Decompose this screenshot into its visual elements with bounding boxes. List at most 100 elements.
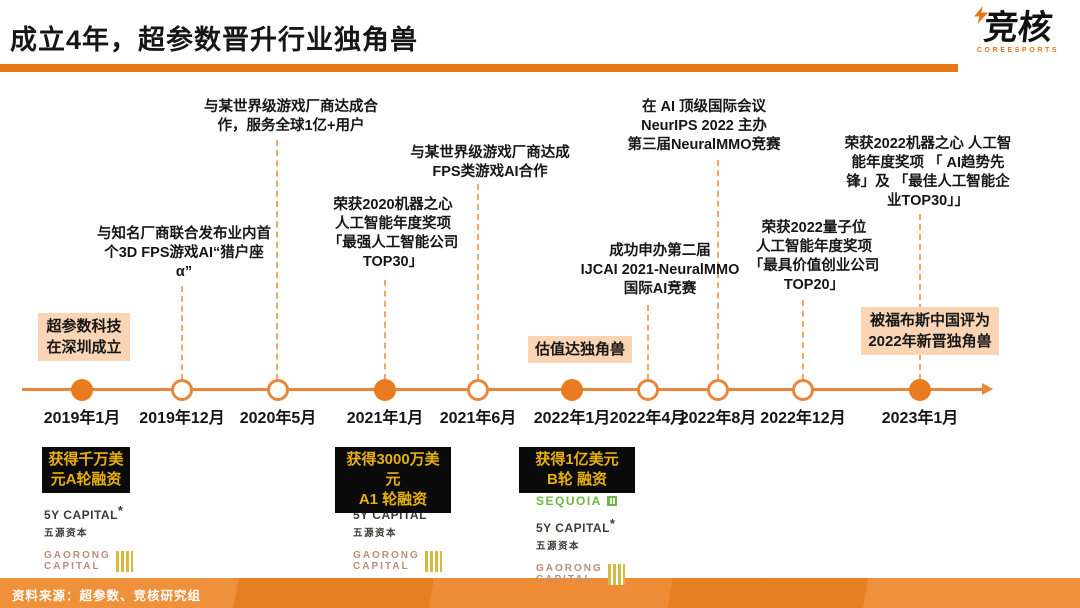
note-line: TOP30」 (362, 254, 424, 270)
source-note: 资料来源：超参数、竞核研究组 (12, 589, 202, 603)
timeline-node (792, 379, 814, 401)
timeline-date-label: 2019年1月 (43, 410, 121, 427)
brand-logo-text: 竞核 (982, 9, 1054, 47)
gaorong-capital-logo: GAORONG CAPITAL (536, 563, 625, 585)
gaorong-text: GAORONG CAPITAL (536, 563, 603, 585)
timeline-date-label: 2021年1月 (346, 410, 424, 427)
note-line: α” (175, 264, 193, 280)
five-y-star-icon: * (609, 516, 615, 531)
connector-line (276, 140, 278, 380)
five-y-name: 5Y CAPITAL (536, 521, 610, 535)
note-line: 能年度奖项 「 AI趋势先 (851, 155, 1005, 171)
gaorong-bars-icon (115, 550, 133, 572)
gaorong-text: GAORONG CAPITAL (353, 550, 420, 572)
note-line: 锋」及 「最佳人工智能企 (846, 174, 1010, 190)
highlight-forbes-unicorn: 被福布斯中国评为 2022年新晋独角兽 (861, 307, 999, 355)
funding-line: 获得3000万美元 (346, 451, 440, 488)
note-line: 个3D FPS游戏AI“猎户座 (104, 245, 264, 261)
milestone-note: 荣获2020机器之心 人工智能年度奖项 「最强人工智能公司 TOP30」 (323, 196, 463, 272)
gaorong-capital-logo: GAORONG CAPITAL (353, 550, 442, 572)
gaorong-line: GAORONG (536, 563, 603, 574)
brand-logo-subtext: COREESPORTS (976, 47, 1060, 54)
funding-line: A1 轮融资 (358, 491, 428, 508)
investor-group-a1: 5Y CAPITAL* 五源资本 GAORONG CAPITAL (353, 503, 442, 572)
five-y-cn-name: 五源资本 (353, 528, 398, 539)
highlight-line: 超参数科技 (46, 318, 122, 335)
connector-line (802, 300, 804, 380)
highlight-founding: 超参数科技 在深圳成立 (38, 313, 130, 361)
milestone-note: 与知名厂商联合发布业内首 个3D FPS游戏AI“猎户座 α” (94, 225, 274, 282)
five-y-name: 5Y CAPITAL (44, 508, 118, 522)
connector-line (647, 305, 649, 380)
timeline-date-label: 2023年1月 (881, 410, 959, 427)
funding-round-a: 获得千万美 元A轮融资 (42, 447, 130, 493)
note-line: 人工智能年度奖项 (756, 239, 872, 255)
five-y-capital-logo: 5Y CAPITAL* 五源资本 (536, 516, 625, 552)
timeline-node (561, 379, 583, 401)
timeline-date-label: 2022年4月 (609, 410, 687, 427)
milestone-note: 成功申办第二届 IJCAI 2021-NeuralMMO 国际AI竞赛 (560, 242, 760, 299)
gaorong-line: CAPITAL (353, 561, 410, 572)
milestone-note: 在 AI 顶级国际会议 NeurIPS 2022 主办 第三届NeuralMMO… (622, 98, 786, 155)
gaorong-bars-icon (607, 563, 625, 585)
note-line: 「最具价值创业公司 (748, 258, 880, 274)
note-line: 与知名厂商联合发布业内首 (97, 226, 271, 242)
note-line: FPS类游戏AI合作 (432, 164, 548, 180)
note-line: 国际AI竞赛 (623, 281, 697, 297)
timeline-node (467, 379, 489, 401)
funding-line: B轮 融资 (546, 471, 607, 488)
note-line: IJCAI 2021-NeuralMMO (580, 262, 740, 278)
connector-line (384, 280, 386, 380)
note-line: 作，服务全球1亿+用户 (217, 118, 365, 134)
funding-round-a1: 获得3000万美元 A1 轮融资 (335, 447, 451, 513)
title-divider (0, 64, 958, 72)
timeline-arrowhead-icon (982, 383, 993, 395)
timeline-node (637, 379, 659, 401)
brand-logo: 竞核 COREESPORTS (968, 6, 1068, 54)
milestone-note: 与某世界级游戏厂商达成 FPS类游戏AI合作 (398, 144, 582, 182)
connector-line (919, 214, 921, 380)
highlight-line: 估值达独角兽 (535, 341, 626, 358)
highlight-line: 2022年新晋独角兽 (868, 333, 992, 350)
note-line: 第三届NeuralMMO竞赛 (627, 137, 781, 153)
note-line: 业TOP30」」 (887, 193, 969, 209)
note-line: 荣获2022量子位 (761, 220, 867, 236)
gaorong-line: GAORONG (44, 550, 111, 561)
timeline-node (267, 379, 289, 401)
timeline-date-label: 2020年5月 (239, 410, 317, 427)
timeline-node (707, 379, 729, 401)
page-title: 成立4年，超参数晋升行业独角兽 (10, 25, 419, 55)
footer-bar: 资料来源：超参数、竞核研究组 (0, 578, 1080, 608)
five-y-cn-name: 五源资本 (44, 528, 89, 539)
timeline-node (171, 379, 193, 401)
note-line: 在 AI 顶级国际会议 (641, 99, 767, 115)
investor-group-a: 5Y CAPITAL* 五源资本 GAORONG CAPITAL (44, 503, 133, 572)
connector-line (181, 286, 183, 380)
note-line: TOP20」 (783, 277, 845, 293)
connector-line (477, 184, 479, 380)
note-line: 与某世界级游戏厂商达成 (410, 145, 570, 161)
milestone-note: 荣获2022量子位 人工智能年度奖项 「最具价值创业公司 TOP20」 (746, 219, 882, 295)
timeline-node (909, 379, 931, 401)
note-line: 「最强人工智能公司 (327, 235, 459, 251)
note-line: 荣获2022机器之心 人工智 (844, 136, 1012, 152)
timeline-node (71, 379, 93, 401)
gaorong-line: CAPITAL (536, 574, 593, 585)
funding-line: 元A轮融资 (50, 471, 122, 488)
gaorong-capital-logo: GAORONG CAPITAL (44, 550, 133, 572)
timeline-node (374, 379, 396, 401)
note-line: 人工智能年度奖项 (335, 216, 451, 232)
milestone-note: 与某世界级游戏厂商达成合 作，服务全球1亿+用户 (196, 98, 386, 136)
timeline-date-label: 2022年8月 (679, 410, 757, 427)
highlight-line: 被福布斯中国评为 (869, 312, 990, 329)
sequoia-mark-icon (606, 496, 617, 506)
funding-line: 获得千万美 (48, 451, 124, 468)
five-y-star-icon: * (117, 503, 123, 518)
timeline-date-label: 2022年12月 (760, 410, 846, 427)
gaorong-text: GAORONG CAPITAL (44, 550, 111, 572)
gaorong-line: CAPITAL (44, 561, 101, 572)
timeline-axis (22, 388, 984, 391)
timeline-date-label: 2019年12月 (139, 410, 225, 427)
five-y-cn-name: 五源资本 (536, 541, 581, 552)
